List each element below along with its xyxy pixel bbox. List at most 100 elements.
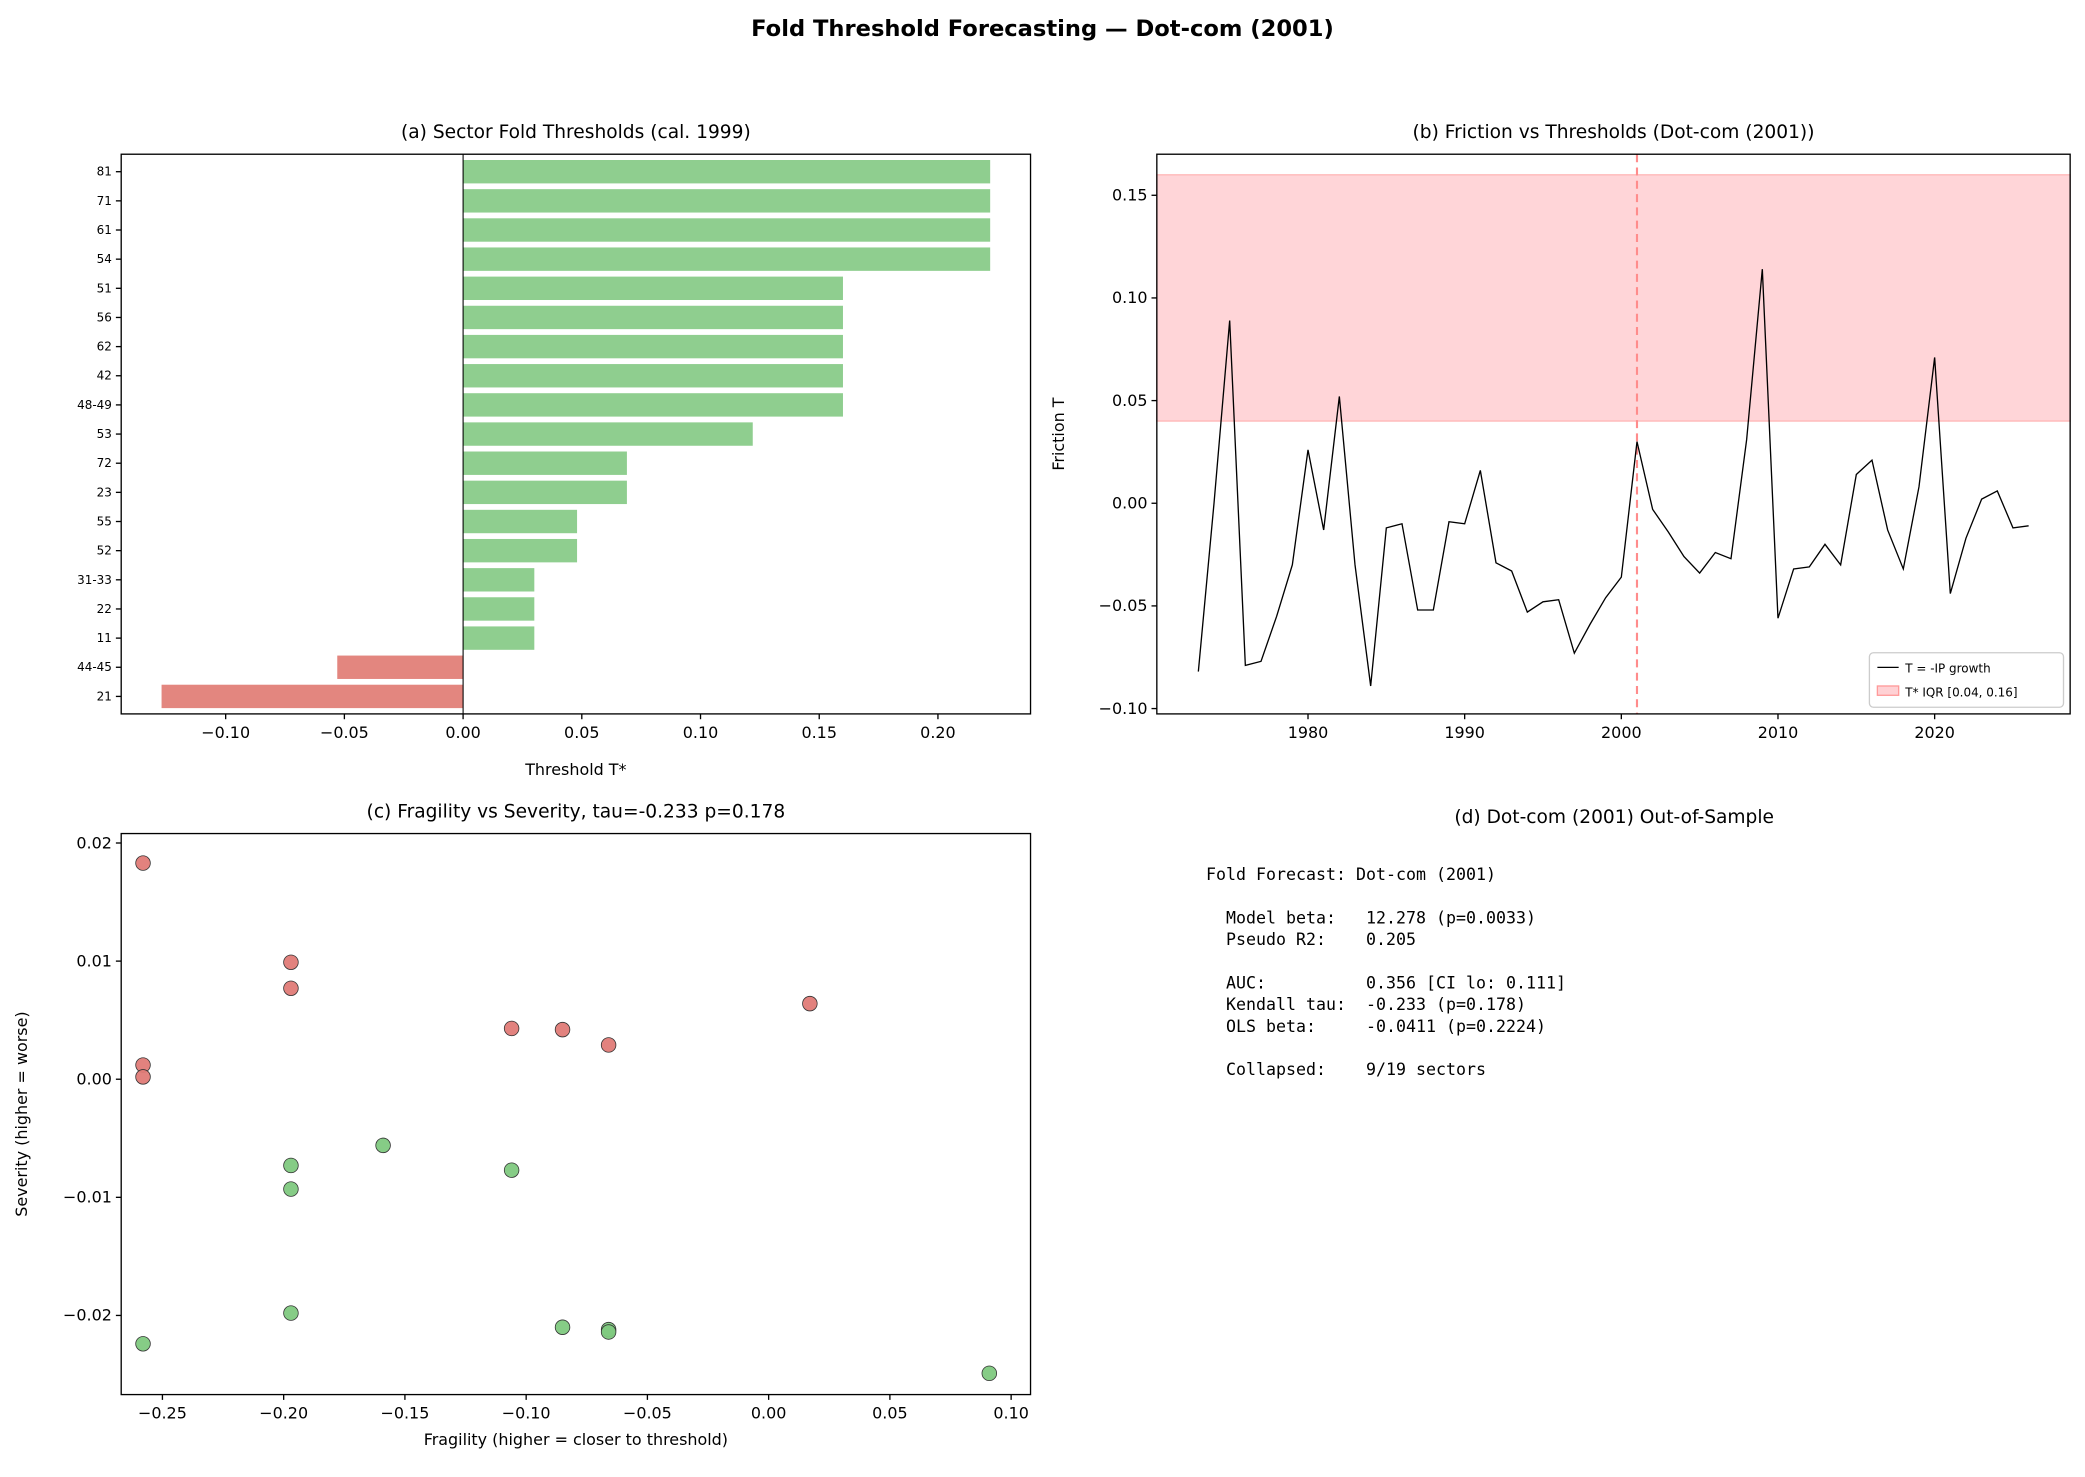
y-tick-label: 72 — [97, 456, 112, 470]
point-survived — [600, 1324, 617, 1340]
x-axis-label: Threshold T* — [524, 760, 626, 779]
panel-d-out-of-sample-summary: (d) Dot-com (2001) Out-of-Sample Fold Fo… — [1206, 807, 1774, 1079]
bar-23 — [463, 480, 627, 505]
bar-51 — [463, 276, 843, 301]
y-tick-label: 0.05 — [1112, 391, 1148, 410]
y-tick-label: 0.00 — [76, 1070, 112, 1089]
axes-frame — [120, 832, 1032, 1396]
point-collapsed — [600, 1037, 617, 1053]
x-tick-label: 0.05 — [564, 723, 600, 742]
summary-line: Kendall tau: -0.233 (p=0.178) — [1206, 995, 1526, 1014]
y-tick-label: 21 — [97, 689, 112, 703]
point-collapsed — [554, 1021, 571, 1038]
y-tick-label: 55 — [97, 514, 112, 528]
y-tick-label: 61 — [97, 223, 112, 237]
point-collapsed — [503, 1020, 520, 1037]
summary-line: OLS beta: -0.0411 (p=0.2224) — [1206, 1017, 1546, 1036]
point-survived — [283, 1181, 299, 1197]
y-tick-label: 71 — [97, 194, 112, 208]
summary-line: AUC: 0.356 [CI lo: 0.111] — [1206, 973, 1566, 992]
panel-title: (c) Fragility vs Severity, tau=-0.233 p=… — [367, 802, 786, 823]
y-tick-label: 62 — [97, 340, 112, 354]
panel-title: (a) Sector Fold Thresholds (cal. 1999) — [401, 122, 751, 143]
legend-label: T* IQR [0.04, 0.16] — [1904, 686, 2017, 700]
x-tick-label: 2000 — [1601, 723, 1642, 742]
x-tick-label: 0.15 — [801, 723, 837, 742]
y-tick-label: −0.02 — [63, 1306, 112, 1325]
point-collapsed — [135, 1069, 151, 1085]
x-tick-label: 0.00 — [445, 723, 481, 742]
point-survived — [135, 1336, 151, 1352]
y-tick-label: 31-33 — [77, 573, 112, 587]
y-tick-label: 22 — [97, 602, 112, 616]
y-axis-label: Severity (higher = worse) — [12, 1011, 31, 1216]
x-tick-label: 0.20 — [920, 723, 956, 742]
legend-band-swatch — [1876, 685, 1900, 696]
x-tick-label: −0.10 — [201, 723, 250, 742]
x-tick-label: −0.15 — [380, 1404, 429, 1423]
bar-81 — [463, 160, 991, 184]
y-tick-label: 48-49 — [77, 398, 112, 412]
bar-31-33 — [463, 568, 535, 592]
y-tick-label: 81 — [97, 165, 112, 179]
x-axis-label: Fragility (higher = closer to threshold) — [424, 1430, 728, 1449]
x-tick-label: 0.10 — [683, 723, 719, 742]
bar-54 — [463, 247, 991, 271]
panel-b-friction-vs-thresholds: (b) Friction vs Thresholds (Dot-com (200… — [1049, 122, 2071, 742]
bar-53 — [463, 422, 753, 446]
y-tick-label: 53 — [97, 427, 112, 441]
x-tick-label: 1980 — [1288, 723, 1329, 742]
bar-56 — [463, 305, 843, 330]
bar-55 — [463, 509, 578, 534]
axes-frame — [1156, 153, 2071, 715]
y-tick-label: 0.00 — [1112, 494, 1148, 513]
summary-line: Collapsed: 9/19 sectors — [1206, 1060, 1486, 1079]
legend-label: T = -IP growth — [1904, 662, 1990, 676]
point-survived — [375, 1137, 391, 1154]
y-tick-label: 23 — [97, 485, 112, 499]
point-survived — [554, 1319, 571, 1335]
y-tick-label: −0.01 — [63, 1188, 112, 1207]
panel-a-sector-thresholds: (a) Sector Fold Thresholds (cal. 1999) 81… — [77, 122, 1032, 779]
point-survived — [981, 1365, 998, 1382]
x-tick-label: 1990 — [1444, 723, 1485, 742]
y-tick-label: 42 — [97, 369, 112, 383]
bar-44-45 — [337, 655, 464, 679]
x-tick-label: 0.10 — [993, 1404, 1029, 1423]
summary-line: Fold Forecast: Dot-com (2001) — [1206, 865, 1496, 884]
friction-series-line — [1197, 269, 2029, 687]
panel-title: (b) Friction vs Thresholds (Dot-com (200… — [1413, 122, 1815, 143]
point-survived — [283, 1305, 299, 1321]
bar-42 — [463, 364, 843, 388]
x-tick-label: −0.20 — [259, 1404, 308, 1423]
legend-frame — [1868, 652, 2065, 708]
point-collapsed — [802, 995, 818, 1012]
y-tick-label: 0.02 — [76, 833, 112, 852]
bar-11 — [463, 626, 535, 650]
y-tick-label: 44-45 — [77, 660, 112, 674]
figure-suptitle: Fold Threshold Forecasting — Dot-com (20… — [751, 16, 1334, 42]
x-tick-label: −0.25 — [138, 1404, 187, 1423]
bar-21 — [161, 684, 464, 709]
panel-d-title: (d) Dot-com (2001) Out-of-Sample — [1454, 807, 1774, 828]
summary-line: Pseudo R2: 0.205 — [1206, 930, 1416, 949]
axes-frame — [120, 153, 1032, 715]
x-tick-label: 2020 — [1914, 723, 1955, 742]
bar-48-49 — [463, 393, 843, 417]
point-survived — [283, 1157, 299, 1174]
bar-62 — [463, 334, 843, 359]
y-tick-label: 0.15 — [1112, 186, 1148, 205]
x-tick-label: −0.10 — [502, 1404, 551, 1423]
threshold-iqr-band — [1156, 174, 2071, 422]
point-collapsed — [283, 954, 299, 971]
y-tick-label: 56 — [97, 310, 112, 324]
bar-72 — [463, 451, 627, 475]
bar-71 — [463, 189, 991, 213]
x-tick-label: 2010 — [1758, 723, 1799, 742]
y-tick-label: −0.05 — [1099, 596, 1148, 615]
y-tick-label: 54 — [97, 252, 112, 266]
point-survived — [503, 1162, 520, 1178]
y-axis-label: Friction T — [1049, 397, 1068, 470]
y-tick-label: 0.10 — [1112, 288, 1148, 307]
